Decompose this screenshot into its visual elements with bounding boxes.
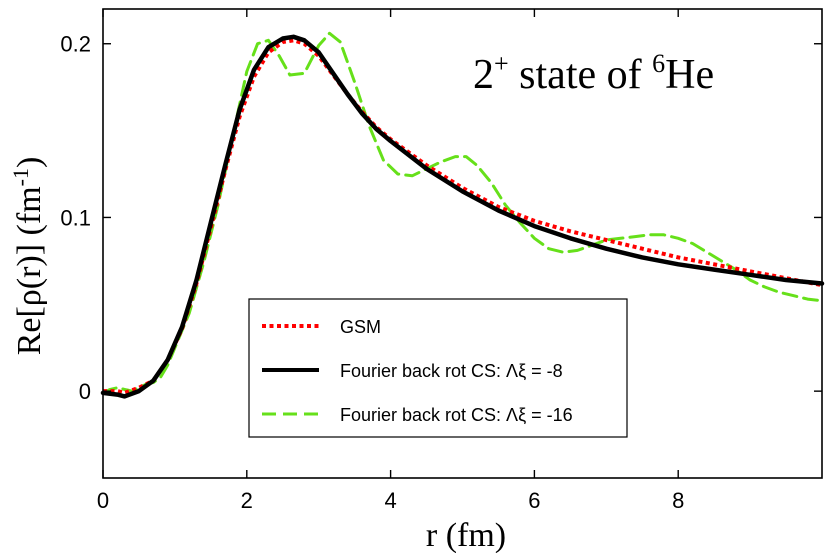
series-layer (100, 31, 825, 399)
y-tick-label: 0.1 (60, 205, 91, 230)
y-axis-label: Re[ρ(r)] (fm-1) (8, 157, 48, 356)
y-tick-label: 0.2 (60, 32, 91, 57)
y-tick-label: 0 (79, 379, 91, 404)
x-tick-label: 2 (241, 488, 253, 513)
axes-frame (102, 8, 823, 479)
x-tick-label: 4 (384, 488, 396, 513)
legend-entry-lambda-16: Fourier back rot CS: Λξ = -16 (340, 405, 573, 425)
chart-annotation: 2+ state of 6He (473, 49, 714, 98)
series-line-1 (100, 34, 825, 399)
legend-entry-gsm: GSM (340, 317, 381, 337)
x-tick-label: 0 (97, 488, 109, 513)
x-tick-label: 8 (672, 488, 684, 513)
legend: GSM Fourier back rot CS: Λξ = -8 Fourier… (248, 298, 628, 438)
legend-entry-lambda-8: Fourier back rot CS: Λξ = -8 (340, 361, 563, 381)
x-tick-label: 6 (528, 488, 540, 513)
x-axis-label: r (fm) (426, 517, 506, 553)
ticks-layer: 0 2 4 6 8 0 0.1 0.2 (60, 9, 822, 513)
